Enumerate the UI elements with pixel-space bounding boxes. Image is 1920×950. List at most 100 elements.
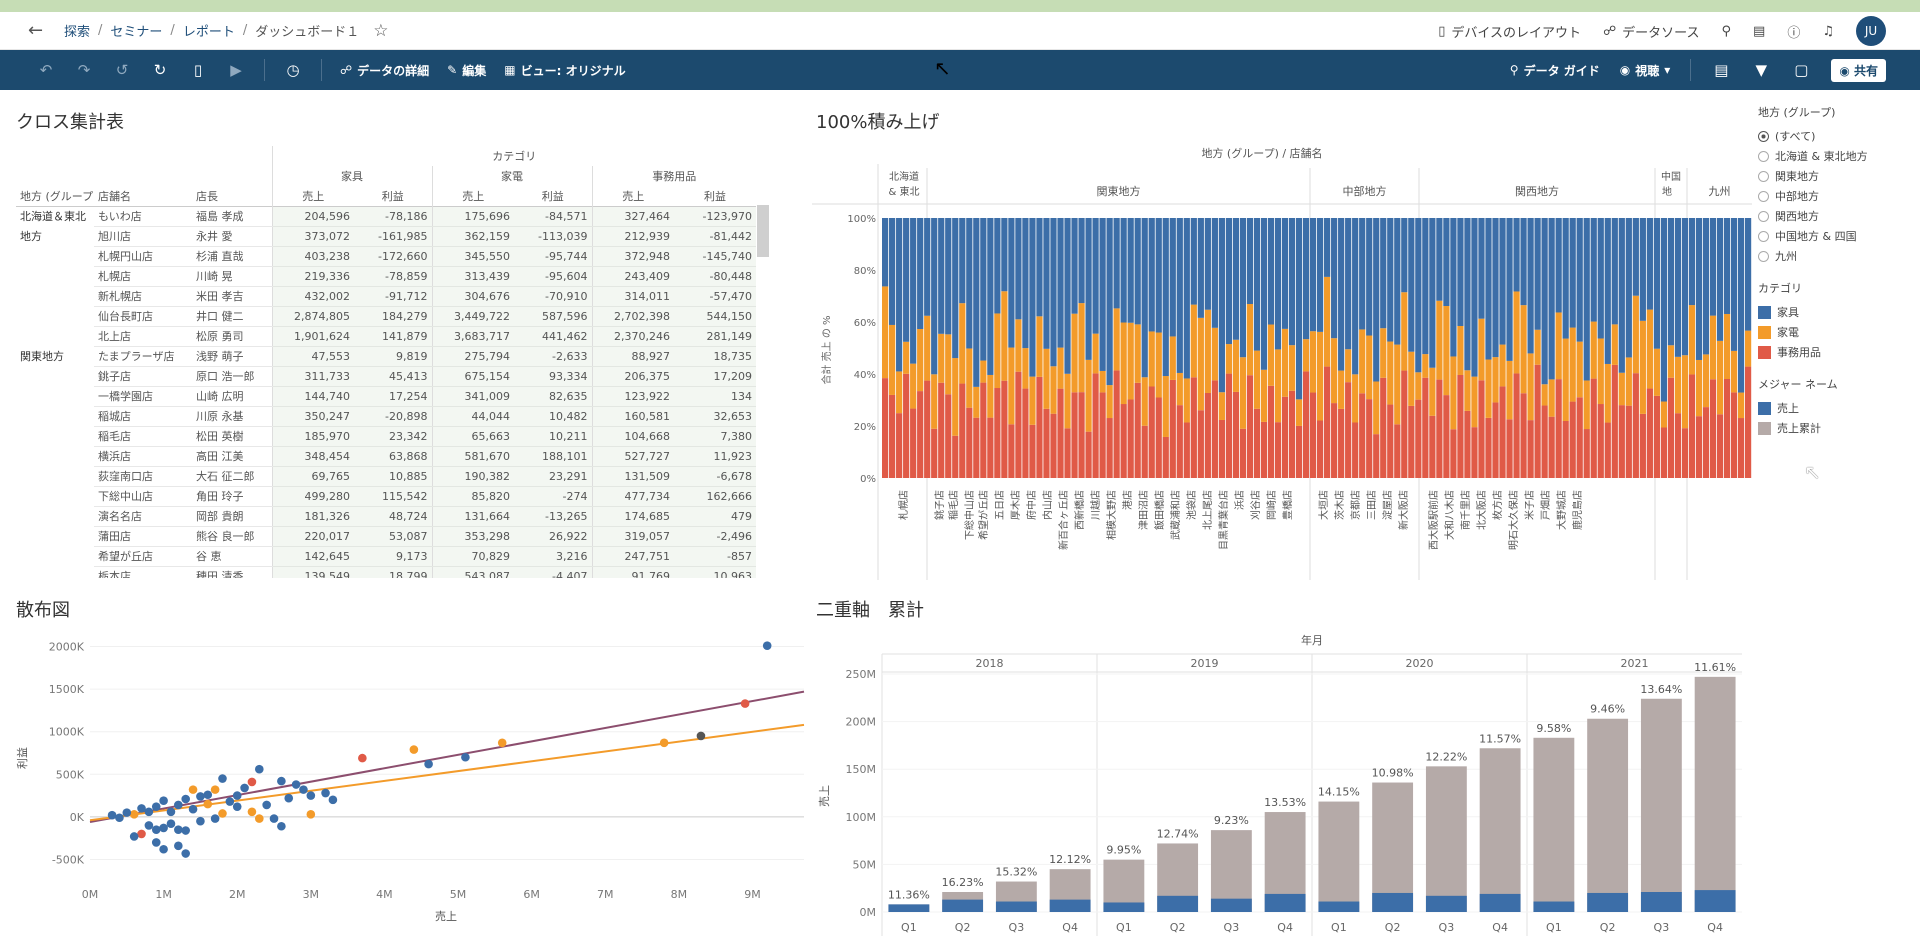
refresh-data-icon[interactable]: ↻ <box>153 61 167 79</box>
radio-icon[interactable] <box>1758 230 1769 242</box>
data-source-button[interactable]: ☍ データソース <box>1602 23 1700 41</box>
region-filter-option[interactable]: 関東地方 <box>1758 166 1918 186</box>
table-row: 札幌円山店 杉浦 直哉 403,238 -172,660 345,550 -95,744 3… <box>16 246 756 267</box>
back-arrow-icon[interactable]: ← <box>28 20 44 41</box>
stacked-bar-furniture <box>1253 218 1261 351</box>
region-filter-option[interactable]: 関西地方 <box>1758 206 1918 226</box>
bell-icon[interactable]: ♫ <box>1822 23 1834 39</box>
region-filter-option[interactable]: 中国地方 & 四国 <box>1758 226 1918 246</box>
stacked-bar-office <box>917 391 924 478</box>
legend-swatch <box>1758 401 1771 415</box>
scatter-point <box>240 783 249 793</box>
region-filter-option[interactable]: 北海道 & 東北地方 <box>1758 146 1918 166</box>
mouse-cursor-icon: ↖ <box>1804 460 1821 484</box>
search-icon[interactable]: ⚲ <box>1721 23 1732 39</box>
stacked-bar-appliance <box>1716 340 1724 415</box>
stacked-bar-appliance <box>1506 360 1513 420</box>
scatter-point <box>151 838 161 847</box>
cell-value: 675,154 <box>431 366 514 387</box>
scatter-point <box>291 780 301 789</box>
radio-icon[interactable] <box>1758 210 1769 222</box>
stacked-bar-office <box>1302 371 1310 478</box>
radio-icon[interactable] <box>1758 190 1769 202</box>
legend-label: 事務用品 <box>1777 346 1821 359</box>
scatter-point <box>174 841 183 851</box>
cell-value: 304,676 <box>431 286 514 307</box>
scatter-point <box>129 832 139 841</box>
cell-manager: 大石 征二郎 <box>192 466 272 487</box>
table-row: 蒲田店 熊谷 良一郎 220,017 53,087 353,298 26,922 319,0… <box>16 526 756 547</box>
pause-icon[interactable]: ▯ <box>193 61 203 79</box>
data-detail-button[interactable]: ☍ データの詳細 <box>340 63 430 78</box>
scatter-point <box>254 814 264 823</box>
metrics-icon[interactable]: ◷ <box>286 61 300 79</box>
breadcrumb-explore[interactable]: 探索 <box>64 25 91 40</box>
legend-item[interactable]: 売上累計 <box>1758 418 1918 438</box>
legend-item[interactable]: 家具 <box>1758 302 1918 322</box>
stacked-bar-office <box>1604 422 1611 478</box>
fullscreen-icon[interactable]: ▢ <box>1794 61 1809 79</box>
stacked-bar-office <box>1155 397 1162 478</box>
measure-profit: 利益 <box>704 189 726 203</box>
scatter-point <box>122 808 132 817</box>
device-layout-button[interactable]: ▯ デバイスのレイアウト <box>1438 23 1581 41</box>
stacked-bar-furniture <box>1681 218 1689 356</box>
stacked-bar-appliance <box>1744 330 1752 367</box>
watch-button[interactable]: ◉ 視聴 ▾ <box>1619 63 1671 78</box>
stacked-bar-furniture <box>896 218 903 372</box>
view-original-button[interactable]: ▦ ビュー: オリジナル <box>504 63 626 78</box>
y-tick-label: 0% <box>860 474 876 485</box>
store-tick-label: 戸畑店 <box>1539 490 1552 520</box>
store-tick-label: 米子店 <box>1523 490 1536 520</box>
help-icon[interactable]: ⓘ <box>1787 25 1801 41</box>
radio-icon[interactable] <box>1758 130 1769 142</box>
legend-item[interactable]: 事務用品 <box>1758 342 1918 362</box>
region-filter-option[interactable]: 九州 <box>1758 246 1918 266</box>
cell-value: 319,057 <box>591 526 674 547</box>
legend-item[interactable]: 家電 <box>1758 322 1918 342</box>
mouse-cursor-icon: ↖ <box>934 56 951 80</box>
scatter-point <box>129 810 139 819</box>
cell-value: 10,211 <box>514 426 592 447</box>
region-filter-option[interactable]: (すべて) <box>1758 126 1918 146</box>
replay-icon[interactable]: ▶ <box>230 61 242 79</box>
favorite-star-icon[interactable]: ☆ <box>373 20 389 41</box>
data-label: 13.64% <box>1640 683 1682 696</box>
undo-icon[interactable]: ↶ <box>39 61 53 79</box>
stacked-bar-office <box>1408 405 1415 478</box>
scatter-point <box>203 790 213 800</box>
cell-store: 稲毛店 <box>94 426 192 447</box>
stacked-bar-furniture <box>938 218 945 334</box>
breadcrumb-report[interactable]: レポート <box>182 25 235 40</box>
stacked-bar-appliance <box>1457 325 1464 375</box>
store-tick-label: 南千里店 <box>1459 490 1472 530</box>
cell-value: 10,963 <box>674 566 756 578</box>
scatter-point <box>196 792 205 801</box>
notes-icon[interactable]: ▤ <box>1753 23 1766 39</box>
stacked-bar-furniture <box>1436 218 1443 301</box>
redo-icon[interactable]: ↷ <box>77 61 91 79</box>
stacked-bar-office <box>1513 373 1520 478</box>
radio-icon[interactable] <box>1758 170 1769 182</box>
legend-swatch <box>1758 345 1771 359</box>
crosstab-scrollbar[interactable] <box>757 205 769 257</box>
radio-icon[interactable] <box>1758 150 1769 162</box>
edit-button[interactable]: ✎ 編集 <box>447 63 487 78</box>
legend-item[interactable]: 売上 <box>1758 398 1918 418</box>
stacked-bar-furniture <box>1667 218 1675 346</box>
download-icon[interactable]: ▼ <box>1755 61 1768 79</box>
data-guide-button[interactable]: ⚲ データ ガイド <box>1509 63 1600 78</box>
revert-icon[interactable]: ↺ <box>115 61 129 79</box>
region-filter-option[interactable]: 中部地方 <box>1758 186 1918 206</box>
radio-icon[interactable] <box>1758 250 1769 262</box>
stacked-bar-furniture <box>1302 218 1310 340</box>
comment-icon[interactable]: ▤ <box>1714 61 1729 79</box>
share-button[interactable]: ◉ 共有 <box>1831 58 1886 82</box>
stacked-bar-furniture <box>1232 218 1240 340</box>
scatter-point <box>174 825 183 834</box>
breadcrumb-seminar[interactable]: セミナー <box>110 25 163 40</box>
stacked-bar-furniture <box>1471 218 1478 377</box>
data-label: 16.23% <box>942 876 984 889</box>
stacked-bar-furniture <box>1422 218 1429 355</box>
avatar[interactable]: JU <box>1856 16 1886 46</box>
